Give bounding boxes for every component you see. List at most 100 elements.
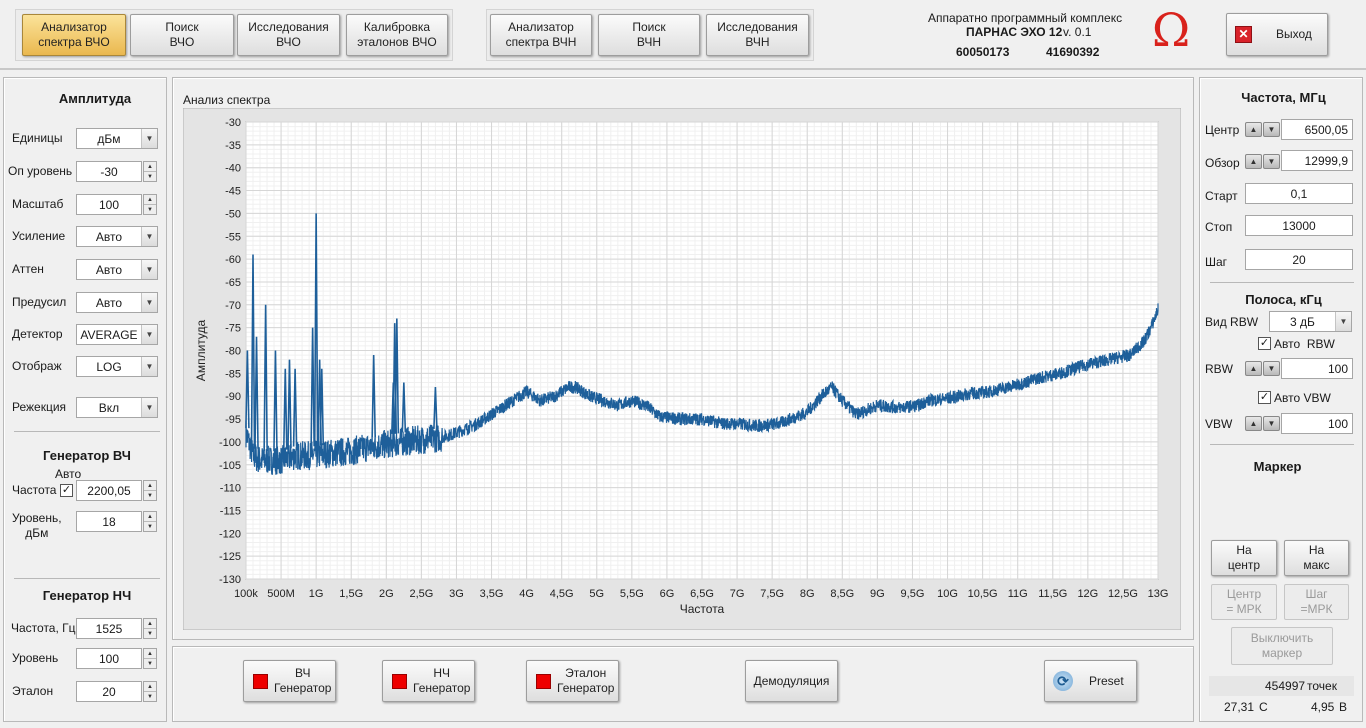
rbw-up-button[interactable]: ▲ [1245, 361, 1262, 376]
ref-generator-button[interactable]: Эталон Генератор [526, 660, 619, 702]
gen-hf-freq-spinner[interactable]: ▲ ▼ [143, 480, 157, 501]
gen-hf-level-label: Уровень, дБм [12, 511, 62, 540]
auto-vbw-label: Авто VBW [1274, 391, 1331, 405]
amp-row-select[interactable]: дБм ▼ [76, 128, 158, 149]
preset-button[interactable]: ⟳ Preset [1044, 660, 1137, 702]
bandwidth-title: Полоса, кГц [1245, 292, 1322, 307]
separator [14, 431, 160, 432]
hf-generator-label: ВЧ Генератор [274, 666, 332, 695]
amp-row-label: Масштаб [12, 197, 64, 211]
y-tick-label: -105 [219, 460, 241, 472]
marker-title: Маркер [1253, 459, 1302, 474]
points-count: 454997 [1265, 679, 1306, 693]
serial-number-2: 41690392 [1046, 45, 1100, 59]
amp-row-spinner[interactable]: ▲ ▼ [143, 194, 157, 215]
amp-row-select[interactable]: Авто ▼ [76, 292, 158, 313]
gen-lf-title: Генератор НЧ [42, 588, 132, 603]
start-label: Старт [1205, 189, 1238, 203]
center-eq-marker-button[interactable]: Центр = МРК [1211, 584, 1277, 620]
step-eq-marker-button[interactable]: Шаг =МРК [1284, 584, 1349, 620]
tab-research-hfo[interactable]: Исследования ВЧО [237, 14, 340, 56]
x-tick-label: 11,5G [1038, 588, 1067, 600]
y-tick-label: -100 [219, 437, 241, 449]
rbw-input[interactable]: 100 [1281, 358, 1353, 379]
span-down-button[interactable]: ▼ [1263, 154, 1280, 169]
spectrum-peak [319, 368, 325, 446]
vbw-down-button[interactable]: ▼ [1263, 416, 1280, 431]
temperature-value: 27,31 [1224, 700, 1255, 714]
exit-label: Выход [1276, 27, 1312, 41]
spectrum-peak [273, 350, 278, 452]
gen-hf-auto-checkbox[interactable]: ✓ [60, 484, 73, 497]
tab-spectrum-analyzer-hfn[interactable]: Анализатор спектра ВЧН [490, 14, 592, 56]
auto-rbw-checkbox[interactable]: ✓ [1258, 337, 1271, 350]
amp-row-spinner[interactable]: ▲ ▼ [143, 161, 157, 182]
gen-hf-freq-input[interactable]: 2200,05 [76, 480, 142, 501]
vbw-up-button[interactable]: ▲ [1245, 416, 1262, 431]
chevron-down-icon: ▼ [141, 357, 157, 376]
marker-off-button[interactable]: Выключить маркер [1231, 627, 1333, 665]
lf-generator-button[interactable]: НЧ Генератор [382, 660, 475, 702]
gen-hf-level-spinner[interactable]: ▲ ▼ [143, 511, 157, 532]
amp-row-input[interactable]: 100 [76, 194, 142, 215]
amp-row-select[interactable]: Авто ▼ [76, 226, 158, 247]
center-up-button[interactable]: ▲ [1245, 122, 1262, 137]
amp-row-select[interactable]: Авто ▼ [76, 259, 158, 280]
chevron-down-icon: ▼ [141, 293, 157, 312]
y-tick-label: -85 [225, 368, 241, 380]
gen-hf-level-input[interactable]: 18 [76, 511, 142, 532]
spectrum-chart[interactable]: -30 -35 -40 -45 -50 -55 -60 -65 -70 -75 -80 -85 -90 -… [183, 108, 1181, 630]
x-tick-label: 7G [730, 588, 745, 600]
stop-input[interactable]: 13000 [1245, 215, 1353, 236]
marker-to-max-button[interactable]: На макс [1284, 540, 1349, 576]
gen-lf-level-input[interactable]: 100 [76, 648, 142, 669]
vbw-input[interactable]: 100 [1281, 413, 1353, 434]
center-down-button[interactable]: ▼ [1263, 122, 1280, 137]
x-tick-label: 10G [937, 588, 958, 600]
gen-lf-freq-input[interactable]: 1525 [76, 618, 142, 639]
amp-row-label: Оп уровень [8, 164, 73, 178]
x-tick-label: 4G [519, 588, 534, 600]
complex-label: Аппаратно программный комплекс [928, 11, 1123, 25]
marker-to-center-button[interactable]: На центр [1211, 540, 1277, 576]
chevron-down-icon: ▼ [141, 325, 157, 344]
tab-spectrum-analyzer-hfo[interactable]: Анализатор спектра ВЧО [22, 14, 126, 56]
x-tick-label: 9,5G [901, 588, 925, 600]
frequency-title: Частота, МГц [1241, 90, 1326, 105]
amp-row-select[interactable]: LOG ▼ [76, 356, 158, 377]
center-input[interactable]: 6500,05 [1281, 119, 1353, 140]
tab-search-hfo[interactable]: Поиск ВЧО [130, 14, 234, 56]
auto-label: Авто [55, 467, 82, 481]
step-input[interactable]: 20 [1245, 249, 1353, 270]
gen-hf-freq-label: Частота [12, 483, 57, 497]
demodulation-button[interactable]: Демодуляция [745, 660, 838, 702]
auto-vbw-checkbox[interactable]: ✓ [1258, 391, 1271, 404]
amp-row-select[interactable]: AVERAGE ▼ [76, 324, 158, 345]
y-tick-label: -120 [219, 528, 241, 540]
start-input[interactable]: 0,1 [1245, 183, 1353, 204]
amp-row-label: Отображ [12, 359, 62, 373]
gen-lf-ref-spinner[interactable]: ▲ ▼ [143, 681, 157, 702]
gen-lf-ref-input[interactable]: 20 [76, 681, 142, 702]
y-tick-label: -60 [225, 254, 241, 266]
exit-button[interactable]: ✕ Выход [1226, 13, 1328, 56]
span-up-button[interactable]: ▲ [1245, 154, 1262, 169]
amp-row-input[interactable]: -30 [76, 161, 142, 182]
tab-search-hfn[interactable]: Поиск ВЧН [598, 14, 700, 56]
spectrum-peak [254, 336, 259, 449]
x-tick-label: 5G [589, 588, 604, 600]
amp-row-select[interactable]: Вкл ▼ [76, 397, 158, 418]
x-tick-label: 13G [1148, 588, 1169, 600]
tab-calibration-hfo[interactable]: Калибровка эталонов ВЧО [346, 14, 448, 56]
gen-lf-freq-spinner[interactable]: ▲ ▼ [143, 618, 157, 639]
auto-rbw-label: Авто RBW [1274, 337, 1335, 351]
tab-research-hfn[interactable]: Исследования ВЧН [706, 14, 809, 56]
hf-generator-button[interactable]: ВЧ Генератор [243, 660, 336, 702]
spectrum-peak [263, 304, 268, 452]
y-tick-label: -125 [219, 551, 241, 563]
gen-lf-level-spinner[interactable]: ▲ ▼ [143, 648, 157, 669]
product-name: ПАРНАС ЭХО 12 [966, 25, 1063, 39]
rbw-down-button[interactable]: ▼ [1263, 361, 1280, 376]
span-input[interactable]: 12999,9 [1281, 150, 1353, 171]
rbw-type-select[interactable]: 3 дБ ▼ [1269, 311, 1352, 332]
